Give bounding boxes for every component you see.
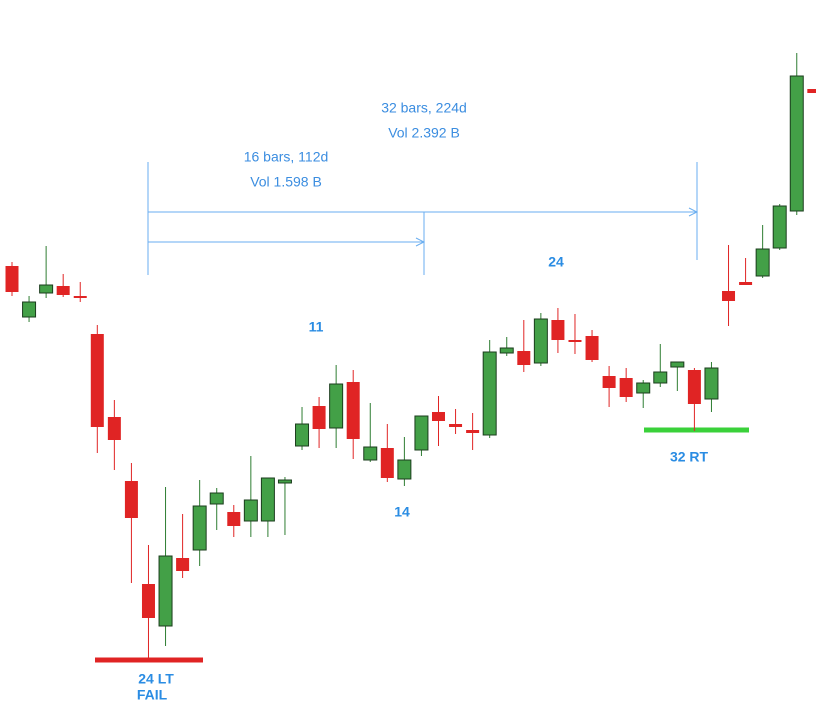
candle-body	[346, 382, 360, 439]
retest-label: 32 RT	[670, 449, 709, 465]
candle-body	[277, 479, 292, 484]
candle-body	[158, 555, 173, 627]
candle-body	[619, 378, 633, 397]
candle-body	[533, 318, 548, 364]
candle-body	[39, 284, 54, 294]
candle-body	[670, 361, 685, 368]
low-label: FAIL	[137, 687, 168, 703]
count-label: 14	[394, 504, 410, 520]
candle-body	[5, 266, 19, 292]
low-label: 24 LT	[138, 671, 174, 687]
candle-body	[807, 89, 816, 93]
candle-body	[636, 382, 651, 394]
candle-body	[739, 282, 753, 285]
candle-body	[90, 334, 104, 427]
candle-body	[380, 448, 394, 478]
candle-body	[789, 75, 804, 212]
measure-text: Vol 2.392 B	[388, 125, 460, 141]
candle-body	[363, 446, 378, 461]
candle-body	[755, 248, 770, 277]
candle-body	[414, 415, 429, 451]
candle-body	[243, 499, 258, 522]
candle-body	[449, 424, 463, 427]
count-label: 11	[309, 319, 324, 335]
candle-body	[499, 347, 514, 354]
candle-body	[687, 370, 701, 404]
candle-body	[107, 417, 121, 440]
candle-body	[312, 406, 326, 429]
candle-body	[517, 351, 531, 365]
candle-body	[551, 320, 565, 340]
candle-body	[295, 423, 310, 447]
measure-tool	[147, 162, 697, 275]
candle-body	[602, 376, 616, 388]
count-label: 24	[548, 254, 564, 270]
measure-text: Vol 1.598 B	[250, 174, 322, 190]
candle-body	[704, 367, 719, 400]
candle-body	[227, 512, 241, 526]
candle-body	[585, 336, 599, 360]
candle-body	[568, 340, 582, 342]
candle-body	[56, 286, 70, 295]
candle-body	[653, 371, 668, 384]
candle-body	[176, 558, 190, 571]
candle-body	[482, 351, 497, 436]
candles	[5, 53, 816, 658]
candle-body	[124, 481, 138, 518]
measure-text: 32 bars, 224d	[381, 100, 467, 116]
candle-body	[22, 301, 37, 318]
candle-body	[329, 383, 344, 429]
candle-body	[209, 492, 224, 505]
candle-body	[466, 430, 480, 433]
candle-body	[397, 459, 412, 480]
candle-body	[722, 291, 736, 301]
measure-text: 16 bars, 112d	[244, 149, 329, 165]
candle-body	[260, 477, 275, 522]
candle-body	[73, 296, 87, 298]
candle-body	[772, 205, 787, 249]
candle-body	[432, 412, 445, 421]
candle-body	[141, 584, 155, 618]
candle-body	[192, 505, 207, 551]
